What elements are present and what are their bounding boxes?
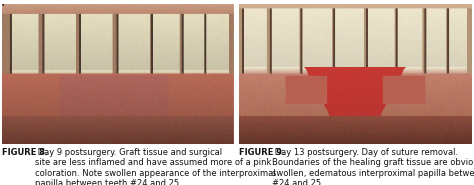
Text: FIGURE 9.: FIGURE 9. [239, 148, 286, 157]
Text: FIGURE 8.: FIGURE 8. [2, 148, 49, 157]
Text: Day 9 postsurgery. Graft tissue and surgical
site are less inflamed and have ass: Day 9 postsurgery. Graft tissue and surg… [35, 148, 275, 185]
Text: Day 13 postsurgery. Day of suture removal.
Boundaries of the healing graft tissu: Day 13 postsurgery. Day of suture remova… [272, 148, 474, 185]
